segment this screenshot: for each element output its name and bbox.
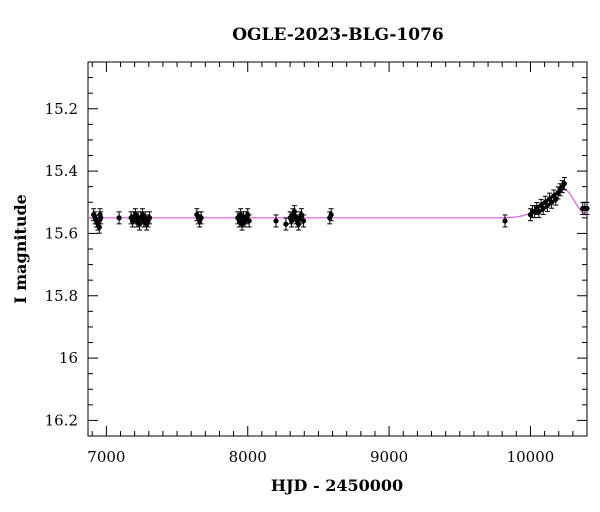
data-point xyxy=(198,211,204,225)
major-ticks xyxy=(88,62,587,436)
data-point xyxy=(300,214,307,228)
y-tick-label: 15.4 xyxy=(45,162,78,180)
point-marker xyxy=(328,212,334,218)
plot-frame xyxy=(87,61,588,437)
point-marker xyxy=(98,215,104,221)
minor-ticks xyxy=(88,62,588,437)
point-marker xyxy=(273,218,279,224)
data-point xyxy=(246,214,252,228)
point-marker xyxy=(246,218,252,224)
point-marker xyxy=(584,205,590,212)
y-tick-label: 15.8 xyxy=(45,287,78,305)
data-point xyxy=(502,214,508,228)
data-point xyxy=(561,177,567,191)
data-point xyxy=(584,201,590,215)
y-tick-labels: 15.2 15.4 15.6 15.8 16 16.2 xyxy=(45,100,78,430)
y-tick-label: 15.2 xyxy=(45,100,78,118)
data-point xyxy=(116,211,122,225)
point-marker xyxy=(198,215,204,221)
point-marker xyxy=(116,215,122,221)
data-point xyxy=(273,214,279,228)
x-tick-label: 7000 xyxy=(87,448,125,466)
x-tick-label: 8000 xyxy=(229,448,267,466)
chart-title: OGLE-2023-BLG-1076 xyxy=(232,25,444,45)
x-tick-label: 10000 xyxy=(507,448,555,466)
point-marker xyxy=(300,218,307,224)
data-point xyxy=(98,211,104,225)
point-marker xyxy=(96,224,102,230)
model-curve xyxy=(88,189,588,219)
data-points xyxy=(91,177,590,234)
point-marker xyxy=(146,215,153,221)
y-tick-label: 16.2 xyxy=(45,411,78,429)
point-marker xyxy=(283,221,289,227)
y-tick-label: 15.6 xyxy=(45,224,78,242)
point-marker xyxy=(561,180,567,187)
point-marker xyxy=(502,218,508,224)
y-axis-label: I magnitude xyxy=(11,194,30,304)
x-axis-label: HJD - 2450000 xyxy=(271,476,403,495)
data-point xyxy=(328,208,334,222)
x-tick-labels: 7000 8000 9000 10000 xyxy=(87,448,554,466)
y-tick-label: 16 xyxy=(59,349,78,367)
x-tick-label: 9000 xyxy=(370,448,408,466)
data-point xyxy=(146,211,153,225)
